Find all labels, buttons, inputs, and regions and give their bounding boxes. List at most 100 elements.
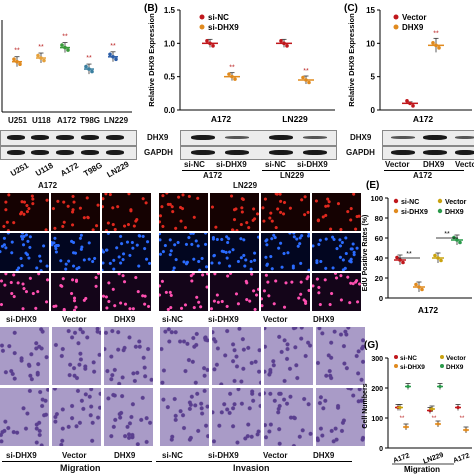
panel-g-point-si-DHX9-0 bbox=[404, 425, 408, 429]
panel-c-group-line bbox=[384, 170, 464, 171]
panel-c-ylabel: Relative DHX9 Expression bbox=[347, 13, 356, 107]
microscopy-image bbox=[51, 193, 100, 231]
panel-g-ytick-3: 300 bbox=[371, 356, 383, 363]
panel-d-lane-6: Vector bbox=[263, 315, 288, 324]
microscopy-image bbox=[102, 273, 151, 311]
panel-d-lane-5: si-DHX9 bbox=[208, 315, 239, 324]
panel-a-tick-u251: U251 bbox=[8, 116, 28, 125]
panel-c-blot-gapdh bbox=[382, 146, 474, 160]
panel-c-lane-1: Vector bbox=[385, 160, 410, 169]
panel-a-LN229-point-0 bbox=[108, 52, 112, 57]
panel-b-lane-2: si-DHX9 bbox=[216, 160, 247, 169]
panel-b-legend-si-NC: si-NC bbox=[208, 13, 229, 22]
panel-f-lane-5: si-DHX9 bbox=[208, 451, 239, 460]
panel-c-ytick-0: 0 bbox=[371, 106, 376, 115]
microscopy-image bbox=[159, 193, 208, 231]
panel-c-DHX9-point-2 bbox=[437, 46, 441, 50]
panel-b-ytick-0: 0.0 bbox=[164, 106, 176, 115]
panel-e-ytick-3: 60 bbox=[375, 234, 383, 243]
panel-f-lane-6: Vector bbox=[263, 451, 288, 460]
panel-b-si-DHX9-A172-point-1 bbox=[230, 74, 234, 79]
panel-a-A172-point-1 bbox=[63, 45, 67, 50]
panel-b-group-line-2 bbox=[262, 170, 330, 171]
panel-b-si-NC-A172-point-1 bbox=[208, 41, 212, 46]
panel-c-Vector-point-1 bbox=[408, 101, 412, 106]
panel-g-legend-DHX9: DHX9 bbox=[446, 364, 464, 371]
panel-b-lane-3: si-NC bbox=[265, 160, 286, 169]
panel-g-sig-2-0: ** bbox=[460, 416, 465, 422]
panel-c-ytick-1: 5 bbox=[371, 73, 376, 82]
panel-a-LN229-point-1 bbox=[111, 55, 115, 59]
panel-e-ylabel: EdU Positive Rates (%) bbox=[362, 215, 369, 292]
panel-a-sig-U251: ** bbox=[14, 48, 20, 55]
panel-b-blot-dhx9 bbox=[180, 130, 337, 146]
panel-a-T98G-point-1 bbox=[87, 67, 91, 71]
panel-b-si-DHX9-LN229-point-0 bbox=[301, 75, 305, 80]
microscopy-image bbox=[261, 193, 310, 231]
panel-d-lane-4: si-NC bbox=[162, 315, 183, 324]
panel-a-A172-point-2 bbox=[66, 48, 70, 52]
panel-b-si-NC-A172-point-0 bbox=[205, 39, 209, 43]
panel-e-Vector-point-1 bbox=[436, 256, 440, 260]
transwell-image bbox=[52, 388, 101, 446]
panel-a-chart: ** ** ** ** ** bbox=[1, 20, 132, 113]
panel-g-xtick-0: A172 bbox=[392, 452, 410, 464]
panel-b-xtick-LN229: LN229 bbox=[282, 114, 308, 124]
panel-a-blot-dhx9 bbox=[0, 130, 137, 146]
panel-g-xtick-1: LN229 bbox=[422, 452, 444, 466]
microscopy-image bbox=[210, 193, 259, 231]
transwell-image bbox=[264, 327, 313, 385]
panel-b-ytick-3: 1.5 bbox=[164, 6, 176, 15]
panel-b-si-DHX9-A172-point-0 bbox=[227, 72, 231, 76]
panel-f-image-grid bbox=[0, 327, 365, 452]
panel-a-LN229-point-2 bbox=[114, 57, 118, 62]
panel-c-DHX9-point-0 bbox=[431, 41, 435, 45]
panel-g-point-Vector-1 bbox=[430, 407, 434, 411]
transwell-image bbox=[212, 327, 261, 385]
panel-a-tick-t98g: T98G bbox=[80, 116, 101, 125]
transwell-image bbox=[212, 388, 261, 446]
panel-g-xlabel: Migration bbox=[404, 465, 440, 474]
panel-b-row-dhx9: DHX9 bbox=[147, 133, 169, 142]
panel-e-si-NC-point-0 bbox=[395, 255, 399, 260]
panel-c-legend-marker-0 bbox=[393, 14, 399, 20]
panel-d-lane-3: DHX9 bbox=[114, 315, 136, 324]
panel-b-ytick-2: 1.0 bbox=[164, 39, 176, 48]
panel-b-si-DHX9-LN229-point-1 bbox=[304, 78, 308, 82]
panel-g-point-si-DHX9-2 bbox=[464, 428, 468, 432]
panel-g-ylabel: Cell Numbers bbox=[362, 383, 369, 428]
panel-b-si-DHX9-A172-point-2 bbox=[233, 77, 237, 81]
panel-c-Vector-point-2 bbox=[411, 104, 415, 108]
panel-f-lane-1: si-DHX9 bbox=[6, 451, 37, 460]
panel-a-T98G-point-2 bbox=[90, 69, 94, 74]
panel-a-sig-A172: ** bbox=[62, 34, 68, 41]
panel-b-sig-LN229: ** bbox=[303, 68, 309, 75]
panel-g-point-Vector-0 bbox=[398, 405, 402, 410]
panel-g-legend-marker-0 bbox=[394, 355, 398, 359]
panel-c-legend-marker-1 bbox=[393, 24, 399, 30]
panel-g-point-si-NC-2 bbox=[456, 405, 460, 410]
panel-e-ytick-1: 20 bbox=[375, 274, 383, 283]
panel-e-ytick-4: 80 bbox=[375, 214, 383, 223]
panel-c-sig: ** bbox=[433, 30, 439, 37]
panel-a-sig-LN229: ** bbox=[110, 43, 116, 50]
panel-a-tick-u118: U118 bbox=[32, 116, 51, 125]
panel-g-point-si-DHX9-1 bbox=[436, 422, 440, 426]
panel-c-legend-Vector: Vector bbox=[402, 13, 426, 22]
panel-c-group-a172: A172 bbox=[413, 171, 433, 180]
panel-d-lane-2: Vector bbox=[62, 315, 87, 324]
transwell-image bbox=[264, 388, 313, 446]
microscopy-image bbox=[159, 233, 208, 271]
panel-e-ytick-0: 0 bbox=[379, 294, 383, 303]
panel-e-xlabel: A172 bbox=[418, 305, 439, 315]
panel-e-si-DHX9-point-0 bbox=[414, 282, 418, 287]
panel-a-blot-label-u251: U251 bbox=[9, 160, 31, 179]
panel-b-group-line-1 bbox=[182, 170, 250, 171]
transwell-image bbox=[104, 388, 153, 446]
panel-g-chart: 0 100 200 300 Cell Numbers ** ** ** A172 LN229 A17… bbox=[362, 355, 472, 474]
panel-e-si-DHX9-point-1 bbox=[417, 285, 421, 289]
panel-f-lane-2: Vector bbox=[62, 451, 87, 460]
panel-a-T98G-point-0 bbox=[84, 64, 88, 69]
panel-a-tick-ln229: LN229 bbox=[104, 116, 129, 125]
panel-g-legend-si-DHX9: si-DHX9 bbox=[400, 364, 425, 371]
